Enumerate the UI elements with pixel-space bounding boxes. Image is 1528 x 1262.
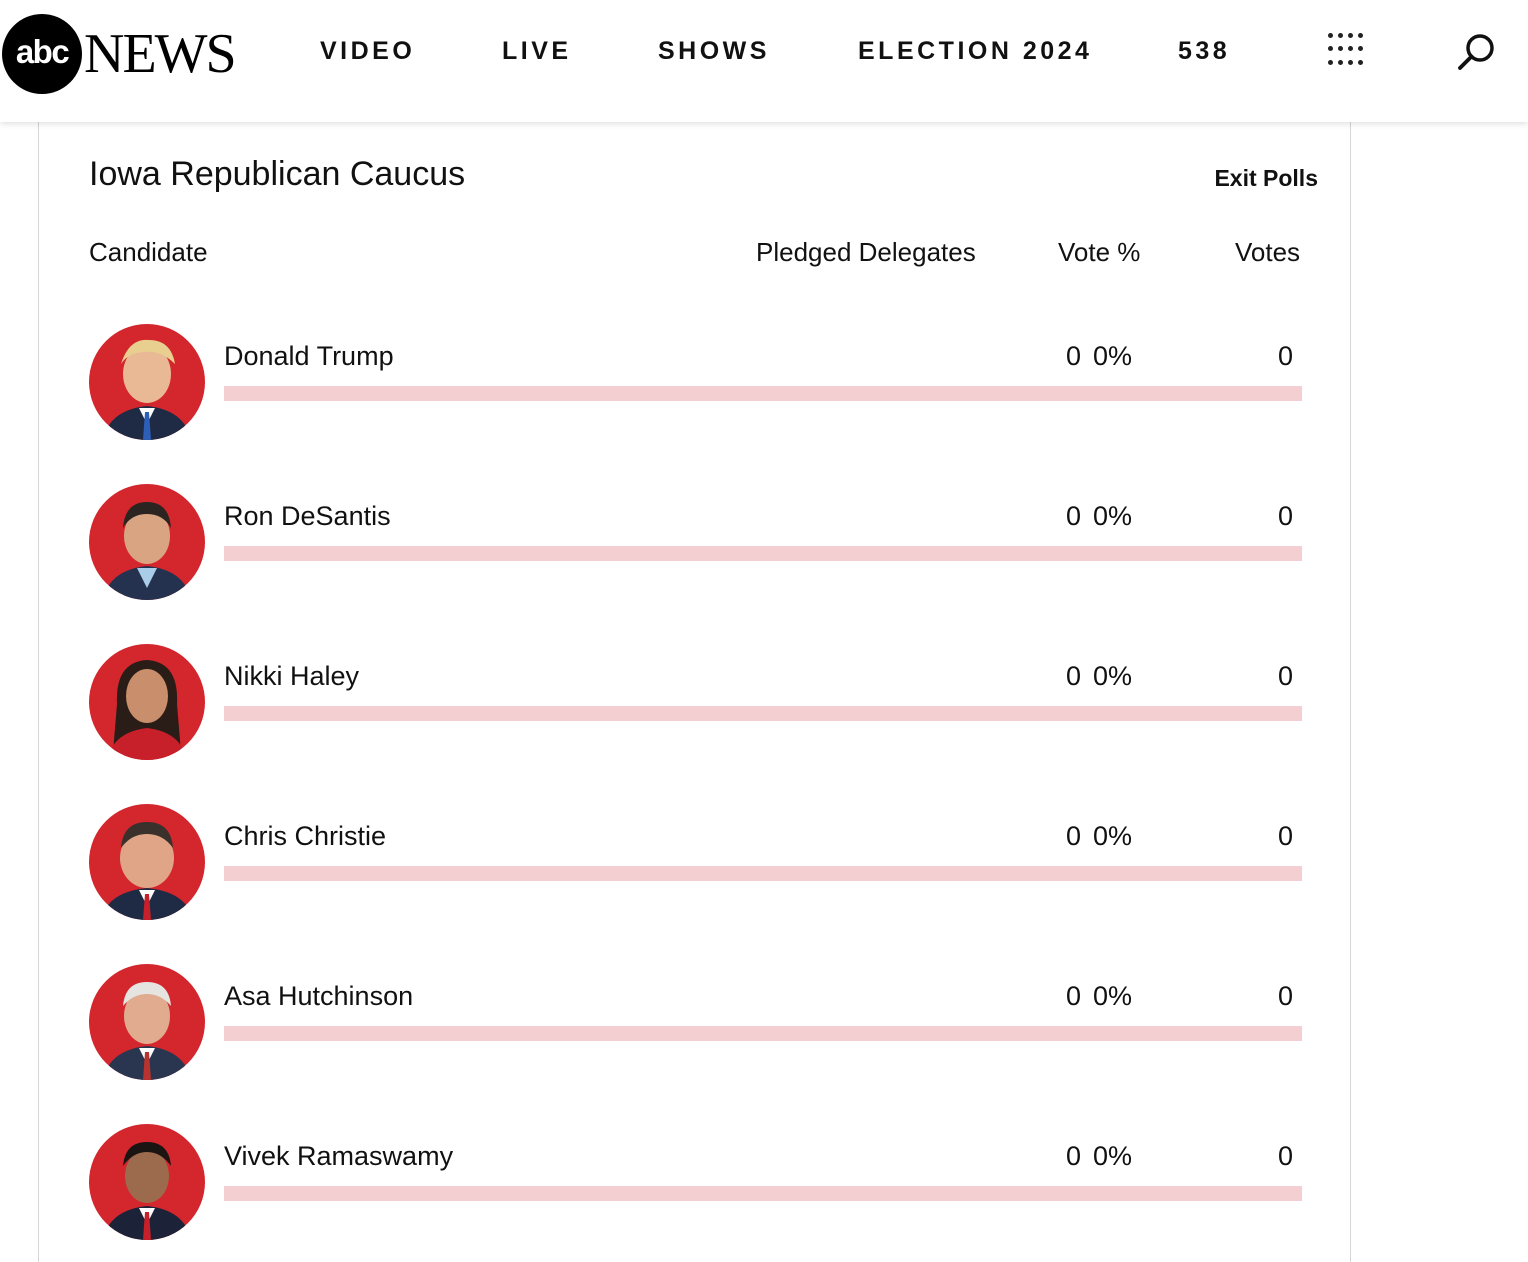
candidate-name: Ron DeSantis [224,501,391,531]
candidate-delegates: 0 [1065,1141,1081,1171]
candidate-photo [89,964,205,1080]
candidate-delegates: 0 [1065,981,1081,1011]
abc-logo-circle: abc [2,14,82,94]
candidate-delegates: 0 [1065,501,1081,531]
vote-share-bar [224,1026,1302,1041]
candidate-vote-pct: 0% [1093,1141,1133,1171]
candidate-votes: 0 [1277,341,1293,371]
candidate-delegates: 0 [1065,341,1081,371]
candidate-votes: 0 [1277,661,1293,691]
nav-election-2024[interactable]: ELECTION 2024 [858,37,1093,65]
vote-share-bar [224,1186,1302,1201]
vote-share-bar [224,386,1302,401]
candidate-row: Chris Christie 0 0% 0 [89,804,1302,924]
grid-menu-icon[interactable] [1328,33,1364,69]
candidate-photo [89,1124,205,1240]
race-title: Iowa Republican Caucus [89,155,466,193]
candidate-row: Vivek Ramaswamy 0 0% 0 [89,1124,1302,1244]
candidate-delegates: 0 [1065,661,1081,691]
candidate-name: Chris Christie [224,821,387,851]
search-icon[interactable] [1456,31,1498,73]
candidate-votes: 0 [1277,501,1293,531]
logo-abc-text: abc [15,33,70,70]
nav-538[interactable]: 538 [1178,37,1231,65]
exit-polls-link[interactable]: Exit Polls [1214,165,1318,191]
candidate-vote-pct: 0% [1093,501,1133,531]
candidate-delegates: 0 [1065,821,1081,851]
nav-live[interactable]: LIVE [502,37,572,65]
candidate-name: Donald Trump [224,341,394,371]
candidate-vote-pct: 0% [1093,661,1133,691]
candidate-row: Ron DeSantis 0 0% 0 [89,484,1302,604]
candidate-photo [89,484,205,600]
column-header-vote-pct: Vote % [1058,237,1141,267]
candidate-row: Asa Hutchinson 0 0% 0 [89,964,1302,1084]
site-header: abc NEWS VIDEO LIVE SHOWS ELECTION 2024 … [0,0,1528,122]
candidate-photo [89,324,205,440]
candidate-row: Nikki Haley 0 0% 0 [89,644,1302,764]
candidate-name: Vivek Ramaswamy [224,1141,454,1171]
vote-share-bar [224,546,1302,561]
candidate-votes: 0 [1277,821,1293,851]
candidate-vote-pct: 0% [1093,821,1133,851]
vote-share-bar [224,706,1302,721]
candidate-photo [89,804,205,920]
candidate-vote-pct: 0% [1093,341,1133,371]
candidate-vote-pct: 0% [1093,981,1133,1011]
candidate-votes: 0 [1277,981,1293,1011]
column-header-votes: Votes [1235,237,1301,267]
nav-video[interactable]: VIDEO [320,37,416,65]
vote-share-bar [224,866,1302,881]
results-card: Iowa Republican Caucus Exit Polls Candid… [38,122,1351,1262]
nav-shows[interactable]: SHOWS [658,37,770,65]
column-header-pledged-delegates: Pledged Delegates [756,237,976,267]
column-header-candidate: Candidate [89,237,208,267]
candidate-name: Asa Hutchinson [224,981,414,1011]
candidate-photo [89,644,205,760]
candidate-row: Donald Trump 0 0% 0 [89,324,1302,444]
candidate-name: Nikki Haley [224,661,360,691]
logo-news-text: NEWS [84,23,237,85]
candidate-votes: 0 [1277,1141,1293,1171]
